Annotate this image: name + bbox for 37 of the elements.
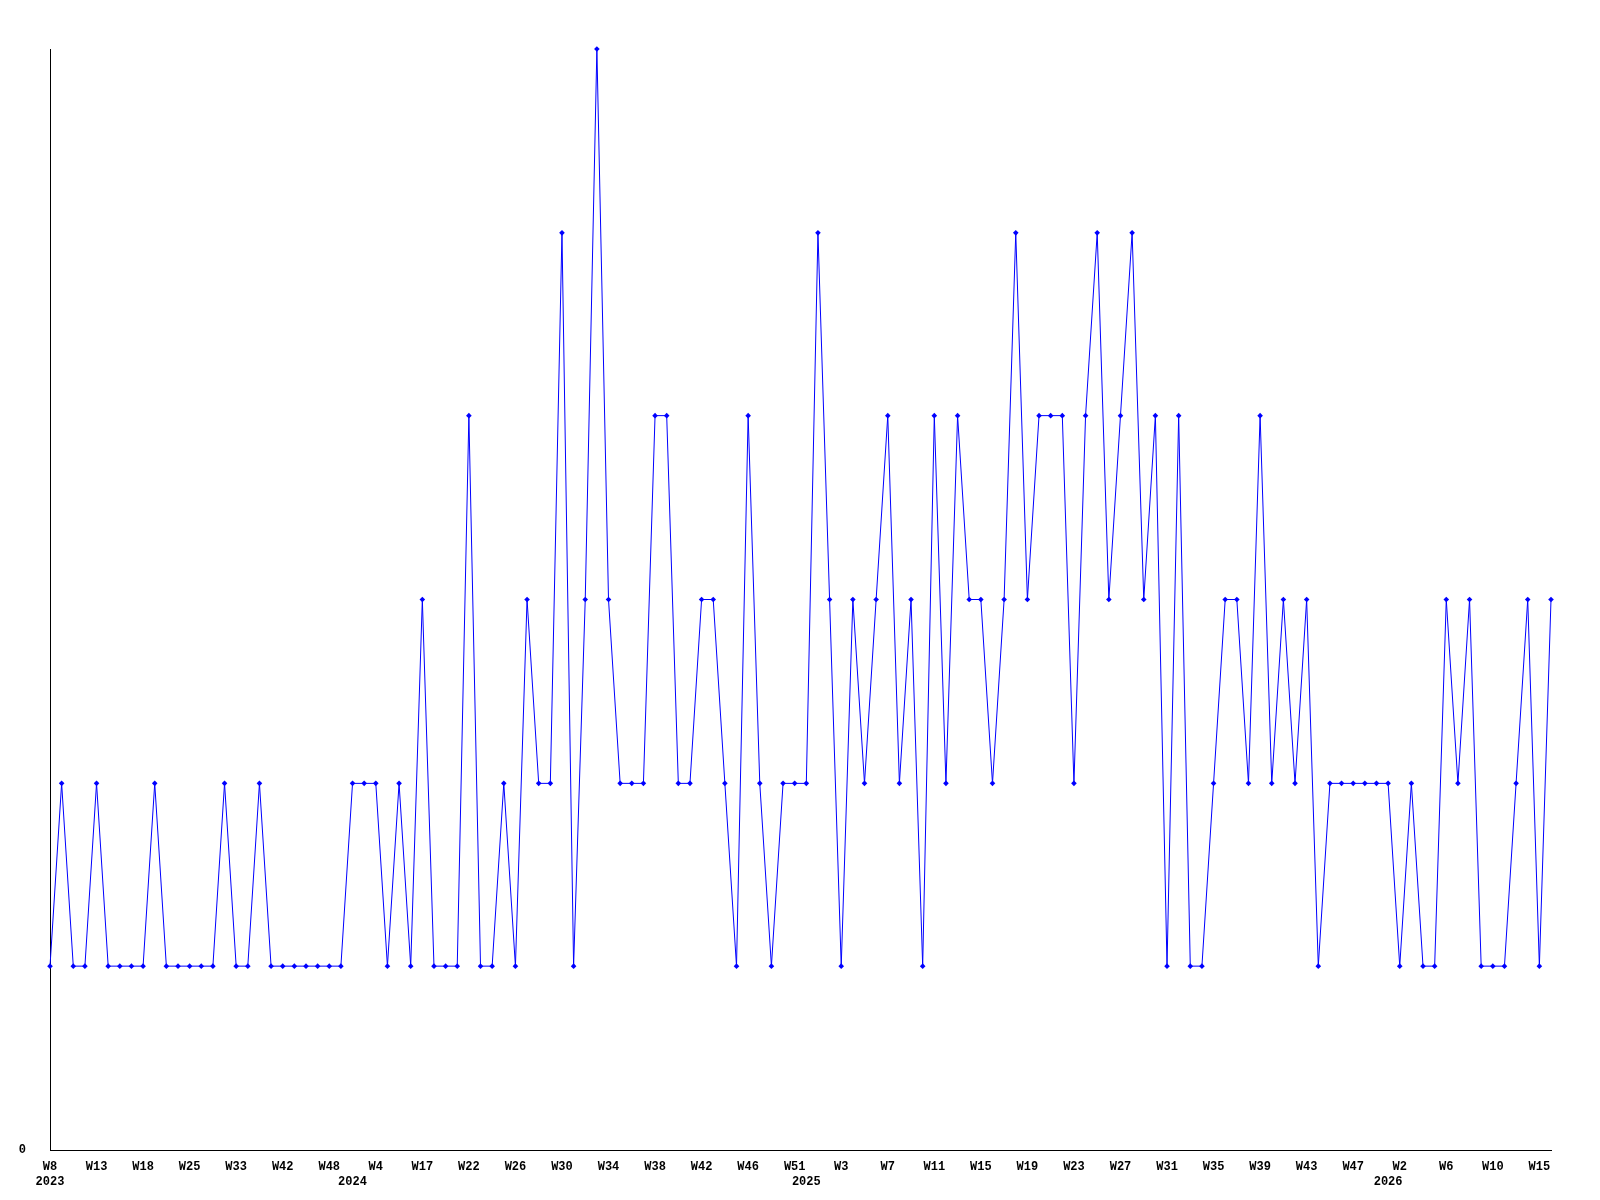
x-tick-label: W51 <box>783 1160 806 1175</box>
x-tick-label: W48 <box>318 1160 341 1175</box>
x-tick-label: W34 <box>597 1160 620 1175</box>
x-tick-label: 2024 <box>338 1174 367 1189</box>
x-tick-label: W8 2023 <box>35 1160 65 1189</box>
x-tick-label: W13 <box>85 1160 108 1175</box>
x-tick-label: W6 <box>1439 1160 1454 1175</box>
x-tick-label: W27 <box>1109 1160 1132 1175</box>
x-tick-label: W43 <box>1295 1160 1318 1175</box>
x-tick-label: 2025 <box>791 1174 821 1189</box>
x-tick-label: W23 <box>1063 1160 1085 1175</box>
x-tick-label: W30 <box>551 1160 573 1175</box>
x-tick-label: W4 <box>368 1160 383 1175</box>
text: 0 <box>18 1143 26 1158</box>
x-tick-label: 2026 <box>1373 1174 1403 1189</box>
x-tick-label: W46 <box>737 1160 759 1175</box>
x-tick-label: W42 <box>271 1160 294 1175</box>
x-tick-label: W3 <box>834 1160 849 1175</box>
x-tick-label: W42 <box>690 1160 713 1175</box>
x-tick-label: W19 <box>1016 1160 1039 1175</box>
x-tick-label: W15 <box>970 1160 992 1175</box>
x-tick-label: W18 <box>132 1160 154 1175</box>
x-tick-label: W33 <box>225 1160 247 1175</box>
x-tick-label: W11 <box>923 1160 946 1175</box>
x-tick-label: W39 <box>1249 1160 1271 1175</box>
x-tick-label: W10 <box>1482 1160 1504 1175</box>
x-tick-label: W15 <box>1528 1160 1551 1175</box>
x-tick-label: W31 <box>1156 1160 1178 1175</box>
x-tick-label: W38 <box>644 1160 666 1175</box>
x-tick-label: W47 <box>1342 1160 1364 1175</box>
x-tick-label: W22 <box>458 1160 480 1175</box>
x-tick-label: W26 <box>504 1160 527 1175</box>
x-tick-label: W7 <box>880 1160 895 1175</box>
x-tick-label: W35 <box>1202 1160 1225 1175</box>
x-tick-label: W25 <box>178 1160 201 1175</box>
x-tick-label: W2 <box>1392 1160 1407 1175</box>
x-tick-label: W17 <box>411 1160 434 1175</box>
